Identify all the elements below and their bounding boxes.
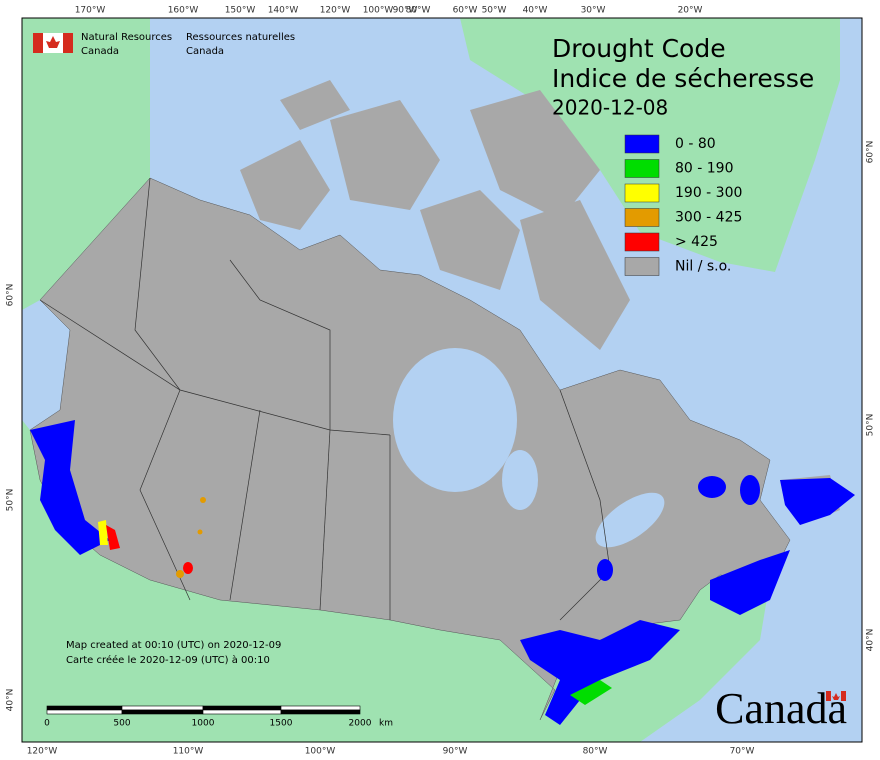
drought-patches xyxy=(30,420,855,725)
graticule-label: 50°N xyxy=(866,414,876,437)
scale-unit: km xyxy=(379,719,393,729)
map-frame xyxy=(21,17,863,743)
legend-label: 0 - 80 xyxy=(675,136,716,152)
scale-label: 1000 xyxy=(192,719,215,729)
graticule-label: 40°N xyxy=(6,689,16,712)
graticule-label: 40°N xyxy=(866,629,876,652)
scale-segment xyxy=(121,705,204,711)
agency-en: Natural Resources xyxy=(81,32,172,43)
scale-segment xyxy=(121,709,204,715)
legend-label: 80 - 190 xyxy=(675,161,734,177)
legend-label: Nil / s.o. xyxy=(675,259,731,275)
graticule-label: 30°W xyxy=(581,6,606,16)
title: Indice de sécheresse xyxy=(552,64,814,93)
wordmark: Canada xyxy=(715,684,847,733)
graticule-labels: 170°W 160°W 150°W 140°W 120°W 100°W 90°W80°W 60… xyxy=(6,6,876,757)
scale-segment xyxy=(280,709,361,715)
legend-label: > 425 xyxy=(675,234,718,250)
scale-segment xyxy=(46,705,123,711)
agency-fr: Ressources naturelles xyxy=(186,32,295,43)
graticule-label: 160°W xyxy=(168,6,199,16)
legend-swatch xyxy=(624,134,660,154)
graticule-label: 40°W xyxy=(523,6,548,16)
scale-label: 0 xyxy=(44,719,50,729)
graticule-label: 70°W xyxy=(730,747,755,757)
graticule-label: 150°W xyxy=(225,6,256,16)
note: Carte créée le 2020-12-09 (UTC) à 00:10 xyxy=(66,654,270,666)
legend-label: 300 - 425 xyxy=(675,210,742,226)
scale-label: 500 xyxy=(113,719,130,729)
graticule-label: 60°W xyxy=(453,6,478,16)
legend: 0 - 80 80 - 190 190 - 300 300 - 425 > 425 Nil… xyxy=(624,134,742,276)
graticule-label: 80°W xyxy=(406,6,431,16)
graticule-label: 120°W xyxy=(27,747,58,757)
legend-swatch xyxy=(624,183,660,203)
graticule-label: 110°W xyxy=(173,747,204,757)
graticule-label: 80°W xyxy=(583,747,608,757)
agency-fr: Canada xyxy=(186,46,224,57)
agency-logo xyxy=(33,33,73,53)
scale-label: 2000 xyxy=(349,719,372,729)
graticule-label: 20°W xyxy=(678,6,703,16)
legend-swatch xyxy=(624,232,660,252)
graticule-label: 50°W xyxy=(482,6,507,16)
note: Map created at 00:10 (UTC) on 2020-12-09 xyxy=(66,640,281,651)
scale-segment xyxy=(280,705,361,711)
graticule-label: 60°N xyxy=(6,284,16,307)
graticule-label: 140°W xyxy=(268,6,299,16)
graticule-label: 120°W xyxy=(320,6,351,16)
agency-en: Canada xyxy=(81,46,119,57)
scale-segment xyxy=(46,709,123,715)
legend-swatch xyxy=(624,257,660,276)
graticule-label: 60°N xyxy=(866,141,876,164)
wordmark-flag xyxy=(826,691,846,701)
graticule-label: 100°W xyxy=(305,747,336,757)
graticule-label: 170°W xyxy=(75,6,106,16)
provincial-borders xyxy=(39,177,611,621)
graticule-label: 90°W xyxy=(393,6,418,16)
graticule-label: 50°N xyxy=(6,489,16,512)
graticule-label: 100°W xyxy=(363,6,394,16)
scale-bar: 0 500 1000 1500 2000 km xyxy=(44,705,393,729)
title: Drought Code xyxy=(552,34,726,63)
legend-swatch xyxy=(624,159,660,178)
date: 2020-12-08 xyxy=(552,96,668,120)
scale-segment xyxy=(202,705,282,711)
graticule-label: 90°W xyxy=(443,747,468,757)
scale-label: 1500 xyxy=(270,719,293,729)
legend-swatch xyxy=(624,208,660,227)
scale-segment xyxy=(202,709,282,715)
legend-label: 190 - 300 xyxy=(675,185,742,201)
